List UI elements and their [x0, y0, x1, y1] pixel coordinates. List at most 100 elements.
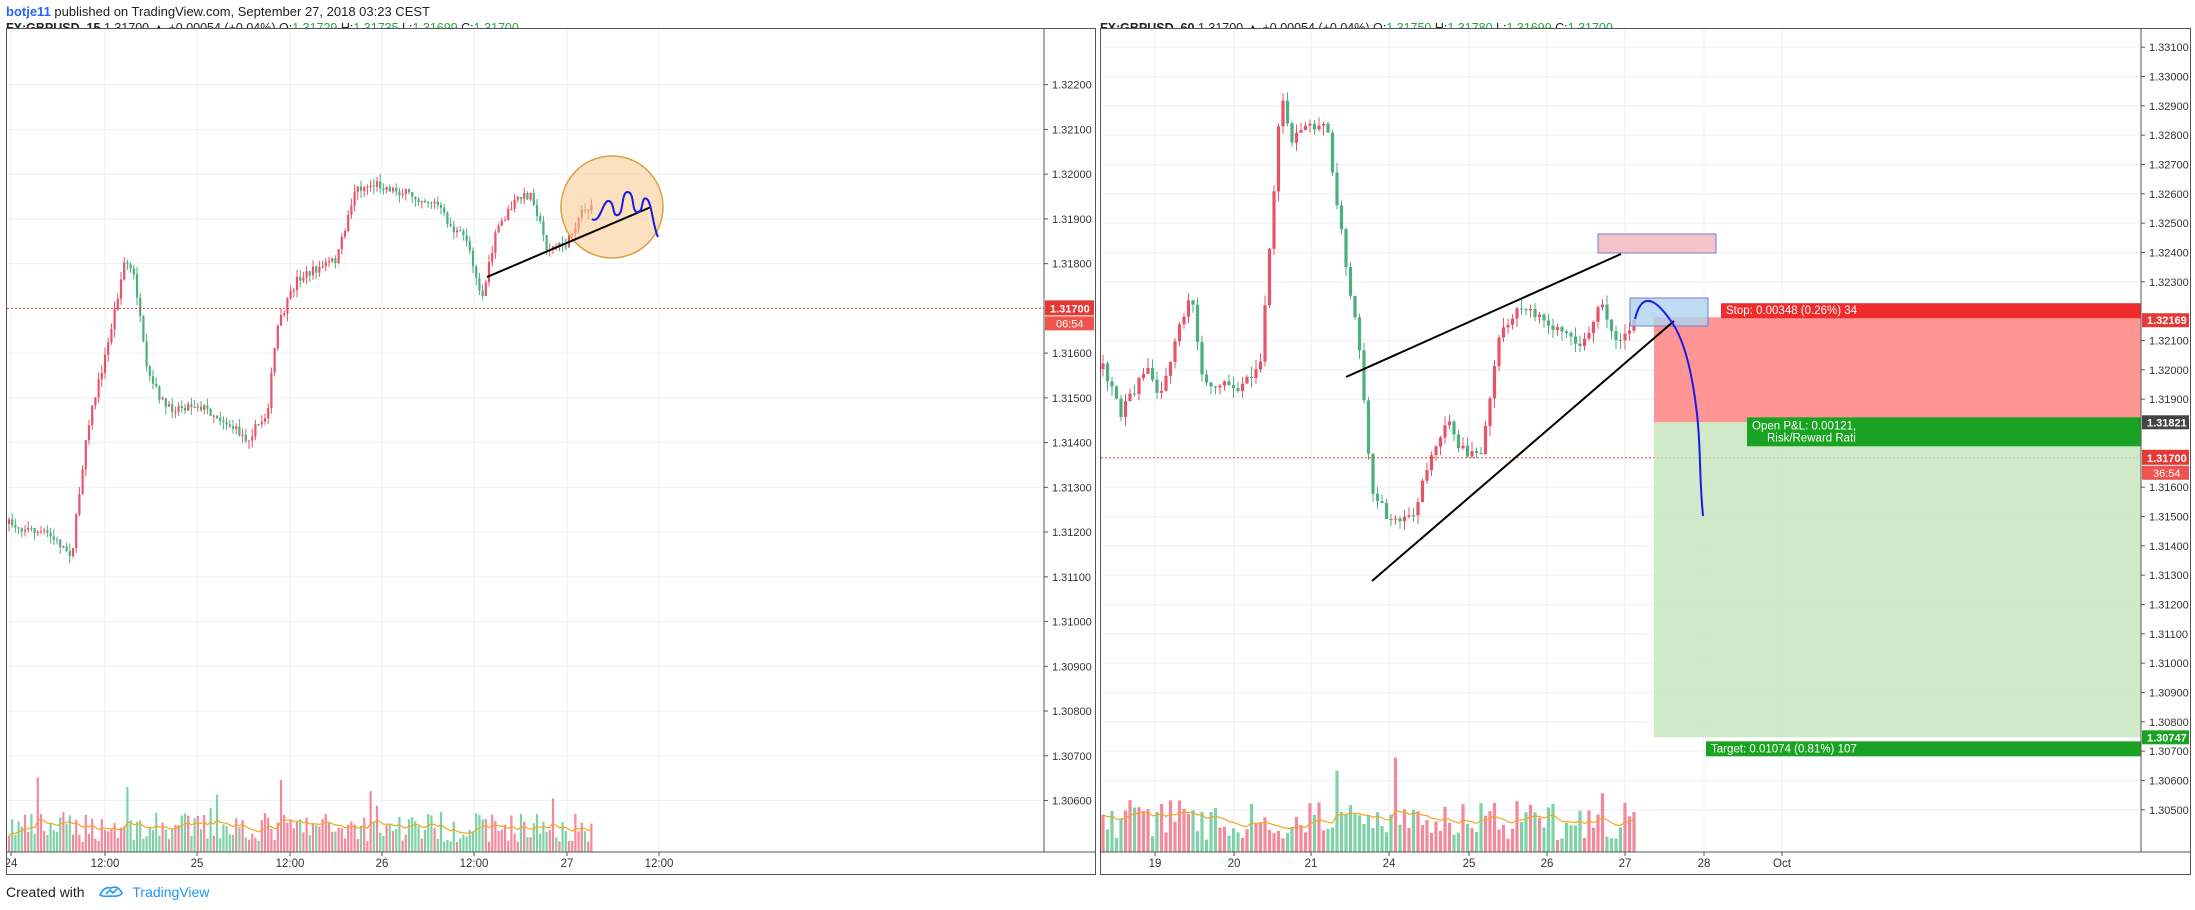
volume-bar [436, 838, 439, 852]
entry-box [1629, 297, 1709, 327]
left-chart-pane[interactable]: 1.32200 1.32100 1.32000 1.31900 1.31800 1.316… [6, 28, 1096, 875]
volume-bar [183, 813, 187, 852]
volume-bar [526, 837, 529, 852]
candle [148, 364, 151, 382]
candle [423, 198, 427, 203]
volume-bar [1366, 815, 1371, 852]
candle-body [1312, 123, 1317, 130]
candle-body [452, 226, 455, 233]
volume-bar [379, 832, 382, 852]
tradingview-logo-icon[interactable] [98, 884, 124, 902]
volume-ma-line [8, 818, 592, 837]
candle [59, 538, 62, 555]
candle-body [135, 274, 139, 298]
candle-body [1528, 309, 1533, 311]
candle-body [363, 187, 366, 191]
candle [1227, 374, 1231, 386]
candle [375, 176, 379, 192]
candle [1123, 393, 1128, 427]
left-grid [7, 29, 1044, 852]
candle [20, 527, 23, 538]
candle [100, 365, 103, 388]
time-tick-label: 12:00 [460, 858, 489, 870]
candle-body [39, 531, 43, 533]
candle [270, 367, 273, 414]
volume-bar [1573, 825, 1578, 852]
candle-body [449, 224, 452, 227]
candle-body [1227, 381, 1231, 386]
candle [260, 415, 263, 429]
volume-bar [551, 798, 555, 852]
candle [1528, 304, 1533, 318]
volume-bar [49, 822, 52, 852]
candle [1438, 435, 1443, 456]
left-chart-canvas[interactable]: 1.32200 1.32100 1.32000 1.31900 1.31800 1.316… [7, 29, 1095, 874]
volume-bar [1461, 804, 1465, 852]
volume-bar [1474, 832, 1479, 852]
candle-body [1569, 333, 1573, 337]
candle [487, 254, 491, 287]
volume-bar [7, 835, 11, 852]
candle [1119, 394, 1123, 422]
volume-bar [1204, 839, 1209, 852]
volume-bar [1254, 823, 1258, 852]
tradingview-brand-link[interactable]: TradingView [132, 884, 210, 900]
volume-bar [1128, 800, 1132, 852]
volume-bar [567, 841, 571, 852]
candle-body [1101, 363, 1105, 369]
candle-body [65, 546, 68, 551]
candle-body [126, 262, 129, 264]
price-tick-label: 1.32800 [2149, 130, 2189, 142]
right-chart-canvas[interactable]: Stop: 0.00348 (0.26%) 34 Open P&L: 0.0012… [1101, 29, 2190, 874]
candle-body [334, 258, 337, 264]
volume-bar [369, 791, 372, 852]
time-tick-label: 27 [561, 858, 574, 870]
candle-body [379, 181, 382, 189]
candle-body [295, 276, 299, 291]
candle [519, 196, 523, 205]
volume-bar [443, 841, 446, 852]
candle-body [299, 276, 302, 281]
candle [139, 292, 142, 322]
right-chart-pane[interactable]: Stop: 0.00348 (0.26%) 34 Open P&L: 0.0012… [1100, 28, 2191, 875]
candle [46, 525, 49, 538]
candle-body [279, 314, 283, 326]
candle-body [305, 271, 308, 278]
candle [1492, 359, 1497, 409]
candle-body [1110, 381, 1114, 387]
volume-bar [174, 824, 177, 852]
candle-body [439, 204, 443, 208]
volume-bar [1285, 833, 1290, 852]
candle [500, 217, 503, 226]
candle [235, 423, 238, 435]
candle [385, 186, 388, 194]
candle-body [87, 425, 91, 441]
volume-bar [1627, 816, 1632, 852]
price-tick-label: 1.31600 [2149, 482, 2189, 494]
risk-reward-label: Risk/Reward Rati [1767, 432, 1856, 444]
candle [212, 414, 215, 424]
candle [1501, 317, 1506, 343]
candle-body [1204, 374, 1209, 383]
candle [1591, 320, 1596, 343]
candle-body [1510, 318, 1515, 325]
volume-bar [241, 820, 244, 852]
author-name[interactable]: botje11 [6, 4, 51, 19]
price-tick-label: 1.32000 [1052, 169, 1092, 181]
candle-body [347, 214, 350, 231]
candle [1263, 295, 1267, 367]
volume-bar [321, 818, 324, 852]
candle-body [1623, 333, 1627, 341]
candle-body [1537, 314, 1542, 318]
candle [1339, 200, 1344, 235]
time-tick-label: 25 [191, 858, 204, 870]
candle [1272, 185, 1276, 255]
candle-body [94, 397, 97, 406]
volume-bar [1389, 814, 1393, 852]
candle [1497, 334, 1501, 372]
candle-body [1209, 382, 1213, 387]
price-tick-label: 1.30800 [1052, 706, 1092, 718]
time-tick-label: 25 [1463, 858, 1476, 870]
candle [439, 202, 443, 215]
candle-body [62, 546, 65, 548]
